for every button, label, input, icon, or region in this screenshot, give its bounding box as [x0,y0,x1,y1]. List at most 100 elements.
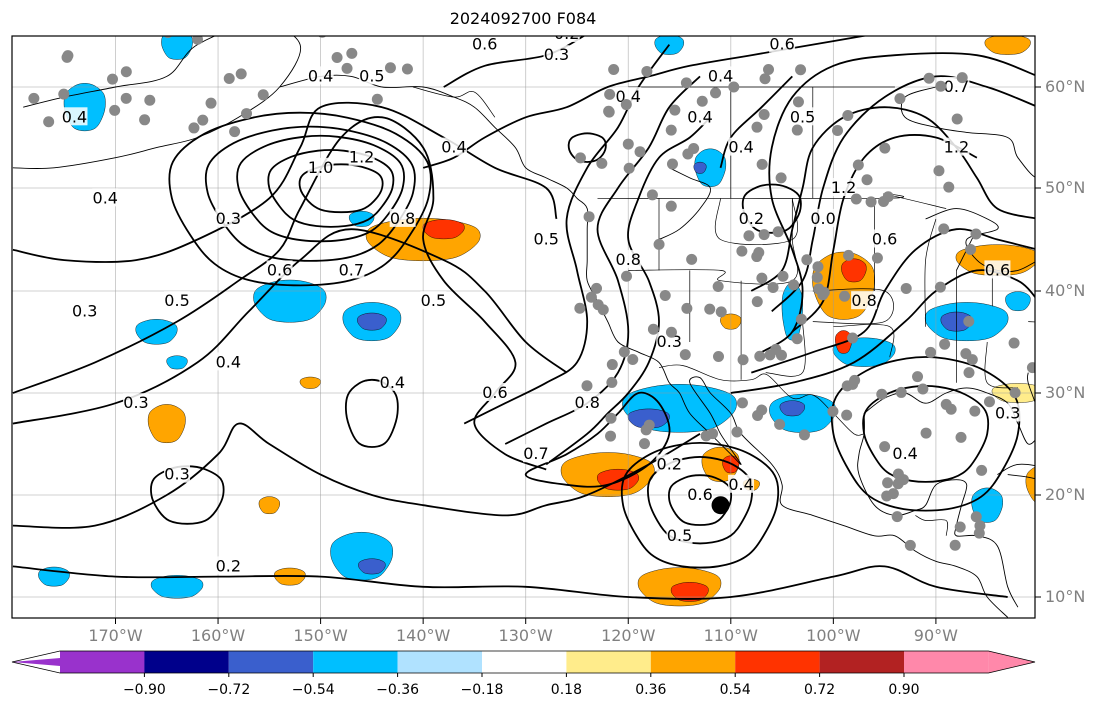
contour-label-backing [738,208,765,227]
lat-label: 50°N [1045,178,1086,197]
contour-line [150,465,225,525]
station-dot [933,165,945,177]
station-dot [895,386,907,398]
station-dot [384,62,396,74]
contour-line [12,565,1008,600]
station-dot [604,88,616,100]
contour-line [443,36,586,88]
station-dot [801,254,813,266]
plot-frame [11,35,1036,619]
contour-label-backing [543,45,570,64]
station-dot [715,306,727,318]
contour-label-backing [810,208,837,227]
anomaly-region [955,244,1035,276]
colorbar-segment [397,651,482,673]
station-dot [585,291,597,303]
contour-label: 0.6 [472,35,497,54]
station-dot [341,62,353,74]
station-dot [943,181,955,193]
station-dot [107,73,119,85]
station-dot [900,282,912,294]
axis-ticks [115,86,1041,624]
station-dot [842,110,854,122]
contour-label: 0.3 [995,403,1020,422]
lon-label: 150°W [293,626,348,645]
station-dot [592,299,604,311]
contour-label-backing [789,107,816,126]
contour-label: 0.6 [687,485,712,504]
station-dot [969,405,981,417]
station-dot [849,374,861,386]
lon-label: 110°W [703,626,758,645]
contour-label-backing [379,372,406,391]
station-dot [679,349,691,361]
anomaly-region [357,312,387,331]
station-dot [28,92,40,104]
station-dot [973,527,985,539]
anomaly-region [258,496,280,515]
colorbar-segment [313,651,398,673]
colorbar-outline [11,650,1036,674]
station-dot [401,63,413,75]
contour-label: 0.3 [544,45,569,64]
station-dot [774,418,786,430]
station-dot [865,196,877,208]
station-dot [665,200,677,212]
station-dot [827,405,839,417]
station-dot [680,77,692,89]
lon-label: 120°W [601,626,656,645]
station-dot [620,99,632,111]
contour-label-backing [574,393,601,412]
station-dot [882,477,894,489]
station-dot [681,302,693,314]
lon-label: 90°W [913,626,958,645]
station-dot [954,521,966,533]
station-dot [736,397,748,409]
station-dot [963,367,975,379]
contour-line [771,75,1035,313]
anomaly-region [147,404,186,444]
station-dot [621,270,633,282]
station-dot [955,431,967,443]
contour-label-backing [307,157,334,176]
contour-line [730,269,1035,394]
colorbar [11,650,1036,677]
colorbar-label: 0.54 [719,682,751,698]
station-dot [574,302,586,314]
colorbar-segment [650,651,736,673]
border-line [915,515,949,536]
station-dot [665,326,677,338]
station-dot [618,346,630,358]
colorbar-segment [60,651,145,673]
anomaly-region [358,558,386,575]
station-dot [583,211,595,223]
anomaly-region [161,36,193,60]
contour-label-backing [830,178,857,196]
colorbar-label: −0.54 [291,682,335,698]
station-dot [682,148,694,160]
station-dot [912,371,924,383]
station-dot [894,93,906,105]
contour-label: 0.4 [728,475,753,494]
station-dot [850,193,862,205]
contour-label-backing [389,208,416,227]
colorbar-segment [819,651,904,673]
colorbar-right-extension [988,651,1035,673]
station-dot [331,51,343,63]
anomaly-region [253,279,327,323]
lon-label: 140°W [395,626,451,645]
contour-label: 0.8 [575,393,600,412]
coastline [12,36,302,169]
colorbar-label: −0.72 [207,682,251,698]
coastline [279,74,1009,618]
station-dot [756,158,768,170]
station-dot [847,332,859,344]
station-dot [938,223,950,235]
contour-label-backing [656,454,683,473]
station-dot [371,93,383,105]
station-dot [951,113,963,125]
station-dot [728,81,740,93]
anomaly-region [299,376,321,389]
colorbar-segment [735,651,820,673]
station-dot [605,412,617,424]
